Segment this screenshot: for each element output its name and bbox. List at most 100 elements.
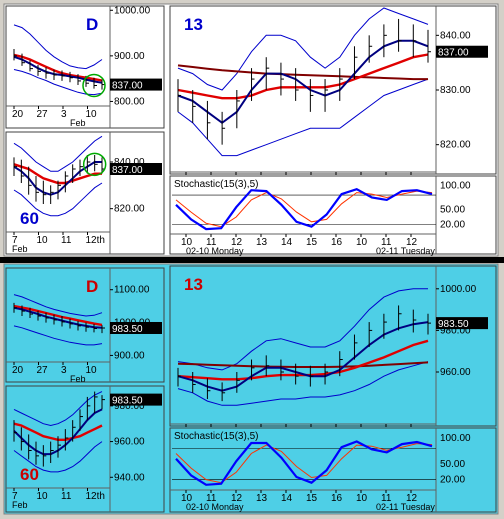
bollinger-lower-band — [177, 78, 429, 157]
y-tick-label: 940.00 — [114, 472, 145, 483]
x-tick-label: 15 — [306, 493, 318, 504]
section-divider — [0, 257, 504, 263]
x-sub-label: Feb — [12, 500, 28, 510]
slow-moving-average — [13, 304, 103, 327]
x-tick-label: 27 — [37, 109, 49, 120]
timeframe-label: D — [86, 15, 98, 34]
fast-moving-average — [13, 306, 103, 329]
price-flag-label: 983.50 — [438, 319, 469, 330]
x-tick-label: 12th — [86, 491, 105, 502]
slow-moving-average — [13, 53, 103, 82]
timeframe-label: 13 — [184, 275, 203, 294]
x-tick-label: 10 — [37, 491, 49, 502]
price-flag-label: 837.00 — [438, 48, 469, 59]
date-label: 02-10 Monday — [186, 246, 244, 256]
stochastic-title: Stochastic(15(3),5) — [174, 431, 258, 442]
y-tick-label: 820.00 — [440, 140, 471, 151]
fast-moving-average — [177, 39, 429, 125]
panel-frame — [5, 5, 165, 129]
panel-frame — [5, 131, 165, 255]
y-tick-label: 50.00 — [440, 205, 465, 216]
price-flag — [110, 78, 162, 91]
x-tick-label: 12 — [406, 493, 418, 504]
x-tick-label: 3 — [61, 365, 67, 376]
price-flag-label: 837.00 — [112, 165, 143, 176]
y-tick-label: 800.00 — [114, 96, 145, 107]
fast-moving-average — [177, 321, 429, 392]
bollinger-upper-band — [13, 135, 103, 172]
x-tick-label: 12th — [86, 235, 105, 246]
price-flag-label: 983.50 — [112, 396, 143, 407]
panel-top-60min: 840.00 820.00 837.00 607 10 11 12th Feb — [5, 131, 165, 255]
bollinger-upper-band — [13, 294, 103, 317]
highlight-circle — [82, 73, 106, 98]
y-tick-label: 1000.00 — [114, 5, 151, 16]
long-moving-average — [177, 361, 429, 368]
x-tick-label: 20 — [12, 365, 24, 376]
x-tick-label: 3 — [61, 109, 67, 120]
x-tick-label: 14 — [281, 237, 293, 248]
x-tick-label: 11 — [381, 493, 392, 504]
x-tick-label: 12 — [231, 237, 243, 248]
stochastic-d-line — [175, 190, 433, 228]
panel-frame — [169, 5, 497, 175]
highlight-circle — [82, 152, 107, 177]
price-flag — [436, 317, 488, 330]
y-tick-label: 900.00 — [114, 51, 145, 62]
panel-frame — [169, 427, 497, 513]
y-tick-label: 840.00 — [114, 157, 145, 168]
x-sub-label: Feb — [70, 118, 86, 128]
x-tick-label: 16 — [331, 493, 343, 504]
y-tick-label: 1000.00 — [440, 284, 477, 295]
x-tick-label: 15 — [306, 237, 318, 248]
x-tick-label: 13 — [256, 493, 268, 504]
y-tick-label: 50.00 — [440, 459, 465, 470]
x-tick-label: 14 — [281, 493, 293, 504]
y-tick-label: 100.00 — [440, 180, 471, 191]
panel-bottom-stochastic: Stochastic(15(3),5) 100.00 50.00 20.00 10 11 1… — [169, 427, 497, 513]
panel-top-13min: 840.00 830.00 820.00 837.00 13 — [169, 5, 497, 175]
fast-moving-average — [13, 55, 103, 84]
y-tick-label: 960.00 — [114, 437, 145, 448]
y-tick-label: 960.00 — [440, 367, 471, 378]
x-tick-label: 7 — [12, 235, 18, 246]
x-tick-label: 10 — [86, 365, 98, 376]
x-tick-label: 10 — [86, 109, 98, 120]
x-tick-label: 10 — [181, 493, 193, 504]
y-tick-label: 100.00 — [440, 433, 471, 444]
panel-frame — [169, 175, 497, 255]
x-tick-label: 11 — [381, 237, 392, 248]
panel-frame — [169, 265, 497, 427]
timeframe-label: 60 — [20, 209, 39, 228]
x-tick-label: 10 — [37, 235, 49, 246]
date-label: 02-10 Monday — [186, 502, 244, 512]
x-tick-label: 27 — [37, 365, 49, 376]
x-tick-label: 11 — [61, 491, 72, 502]
date-label: 02-11 Tuesday — [376, 246, 435, 256]
bollinger-lower-band — [13, 182, 103, 217]
panel-top-stochastic: Stochastic(15(3),5) 100.00 50.00 20.00 10 11 1… — [169, 175, 497, 256]
y-tick-label: 820.00 — [114, 204, 145, 215]
price-flag — [110, 393, 162, 406]
x-tick-label: 11 — [61, 235, 72, 246]
panel-bottom-13min: 1000.00 980.00 960.00 983.50 13 — [169, 265, 497, 427]
bollinger-lower-band — [177, 361, 429, 406]
stochastic-title: Stochastic(15(3),5) — [174, 179, 258, 190]
y-tick-label: 980.00 — [114, 401, 145, 412]
panel-bottom-60min: 980.00 960.00 940.00 983.50 607 10 11 12th Feb — [5, 385, 165, 513]
timeframe-label: 13 — [184, 15, 203, 34]
x-tick-label: 20 — [12, 109, 24, 120]
price-flag-label: 983.50 — [112, 324, 143, 335]
bollinger-lower-band — [13, 325, 103, 346]
y-tick-label: 830.00 — [440, 85, 471, 96]
stochastic-k-line — [175, 188, 433, 231]
long-moving-average — [177, 64, 428, 81]
y-tick-label: 1100.00 — [114, 285, 150, 296]
x-tick-label: 7 — [12, 491, 18, 502]
bollinger-upper-band — [13, 24, 103, 70]
x-tick-label: 10 — [181, 237, 193, 248]
x-tick-label: 12 — [231, 493, 243, 504]
